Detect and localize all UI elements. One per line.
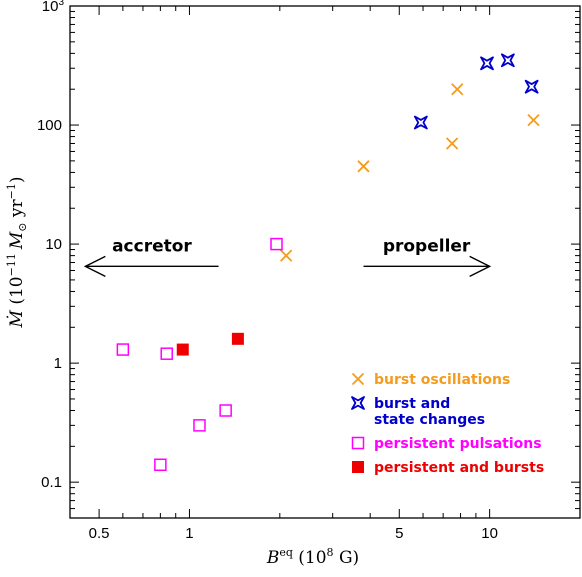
data-point (480, 56, 494, 71)
legend-marker (351, 436, 365, 450)
axis-ticks (69, 5, 581, 519)
data-point (231, 332, 244, 345)
data-point (219, 404, 232, 417)
x-axis-title: Beq (108 G) (266, 546, 359, 568)
legend-label: state changes (374, 412, 485, 428)
y-tick-label: 10 (45, 236, 62, 253)
marker-stroke (451, 83, 464, 96)
marker-stroke (351, 372, 365, 386)
series-star4 (413, 53, 539, 130)
data-point (500, 53, 515, 68)
data-point (193, 419, 206, 432)
marker-stroke (527, 113, 540, 127)
data-point (280, 249, 293, 262)
marker-stroke (357, 160, 370, 173)
y-tick-label: 0.1 (41, 474, 62, 491)
arrow-head (469, 255, 492, 277)
plot-border (69, 5, 581, 519)
data-point (160, 347, 173, 360)
data-points (116, 53, 540, 472)
x-tick-label: 1 (185, 525, 193, 542)
data-point (357, 160, 370, 173)
region-label-propeller: propeller (383, 236, 471, 256)
series-filled-square (176, 332, 244, 356)
tick-labels: 0.5 1 5 10 0.1 1 10 100 103 (37, 0, 498, 542)
data-point (451, 83, 464, 96)
legend-marker (351, 372, 365, 386)
data-point (527, 113, 540, 127)
x-tick-label: 5 (395, 525, 403, 542)
data-point (413, 115, 428, 130)
y-tick-label: 100 (37, 117, 62, 134)
legend-label: burst and (374, 396, 450, 412)
x-tick-label: 10 (481, 525, 498, 542)
region-label-accretor: accretor (112, 236, 192, 256)
data-point (445, 137, 459, 150)
legend-marker (351, 396, 365, 410)
data-point (116, 343, 130, 356)
legend-label: burst oscillations (374, 372, 510, 388)
series-open-square (116, 237, 283, 472)
legend-label: persistent pulsations (374, 436, 542, 452)
data-point (176, 343, 189, 356)
x-tick-label: 0.5 (89, 525, 110, 542)
y-tick-label: 103 (42, 0, 65, 15)
legend-marker (352, 461, 364, 473)
data-point (270, 237, 283, 251)
marker-stroke (280, 249, 293, 262)
legend-label: persistent and bursts (374, 460, 544, 476)
y-tick-label: 1 (54, 355, 62, 372)
marker-stroke (445, 137, 459, 150)
region-annotations: accretor propeller (83, 236, 492, 277)
data-point (524, 79, 539, 94)
plot-frame (69, 5, 581, 519)
arrow-head (83, 255, 106, 277)
series-x (280, 83, 540, 262)
y-axis-title: Ṁ (10−11M⊙ yr−1) (5, 177, 29, 329)
data-point (154, 458, 167, 472)
